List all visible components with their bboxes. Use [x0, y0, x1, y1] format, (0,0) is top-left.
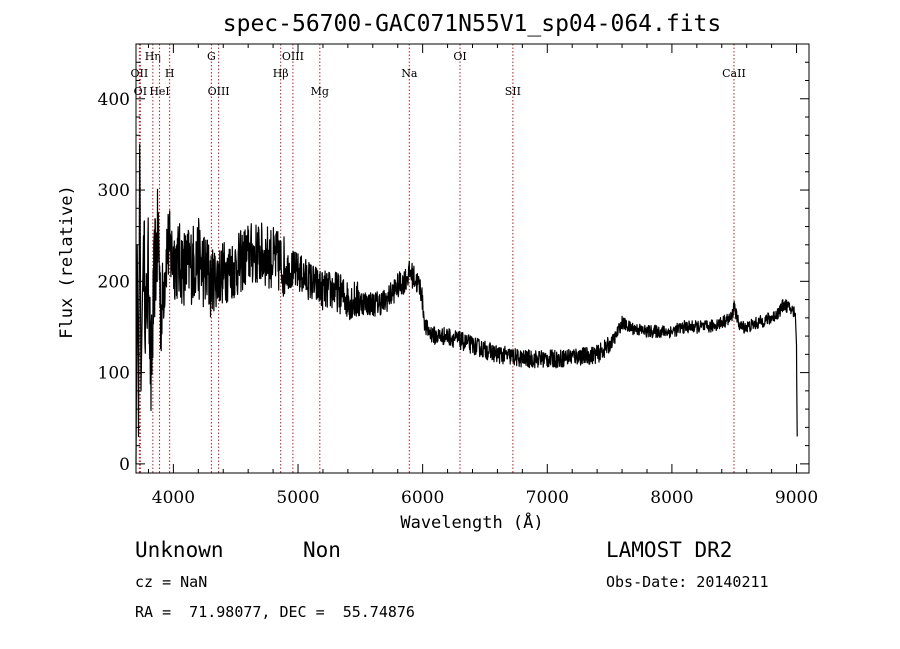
spectral-line-label-13: CaII — [722, 67, 746, 80]
object-subclass: Non — [303, 538, 341, 562]
spectrum-series-flux — [135, 143, 798, 464]
spectral-line-label-2: Hη — [145, 50, 161, 63]
survey-name: LAMOST DR2 — [606, 538, 733, 562]
x-tick-label-8000: 8000 — [650, 488, 693, 508]
object-class: Unknown — [135, 538, 224, 562]
y-tick-label-300: 300 — [98, 181, 130, 201]
spectral-line-label-5: G — [207, 50, 216, 63]
y-tick-label-100: 100 — [98, 364, 130, 384]
x-axis: 4000 5000 6000 7000 8000 9000 — [147, 44, 818, 508]
spectral-line-label-12: SII — [505, 85, 521, 98]
spectral-line-label-7: Hβ — [273, 67, 289, 80]
x-tick-label-5000: 5000 — [276, 488, 319, 508]
y-tick-label-0: 0 — [119, 455, 130, 475]
plot-frame — [135, 43, 810, 474]
x-axis-label: Wavelength (Å) — [400, 511, 543, 533]
x-tick-label-9000: 9000 — [775, 488, 818, 508]
x-tick-label-6000: 6000 — [401, 488, 444, 508]
y-tick-label-200: 200 — [98, 272, 130, 292]
y-axis-label: Flux (relative) — [57, 185, 77, 339]
spectral-line-label-4: H — [165, 67, 175, 80]
x-tick-label-4000: 4000 — [152, 488, 195, 508]
spectral-line-label-11: OI — [453, 50, 466, 63]
x-tick-label-7000: 7000 — [526, 488, 569, 508]
spectral-line-label-8: OIII — [282, 50, 304, 63]
redshift-cz: cz = NaN — [135, 573, 208, 591]
y-axis: 0 100 200 300 400 — [98, 61, 809, 475]
spectral-line-label-10: Na — [401, 67, 418, 80]
spectral-line-label-0: OII — [131, 67, 149, 80]
spectral-line-label-1: OI — [134, 85, 147, 98]
spectral-line-label-6: OIII — [208, 85, 230, 98]
spectral-line-label-9: Mg — [311, 85, 329, 98]
observation-date: Obs-Date: 20140211 — [606, 573, 769, 591]
spectral-line-markers: OII OI Hη HeI H G OIII Hβ OIII Mg Na OI SII CaII — [131, 44, 746, 473]
spectral-line-label-3: HeI — [149, 85, 169, 98]
y-tick-label-400: 400 — [98, 90, 130, 110]
ra-dec-coordinates: RA = 71.98077, DEC = 55.74876 — [135, 603, 415, 621]
chart-title: spec-56700-GAC071N55V1_sp04-064.fits — [223, 11, 722, 37]
